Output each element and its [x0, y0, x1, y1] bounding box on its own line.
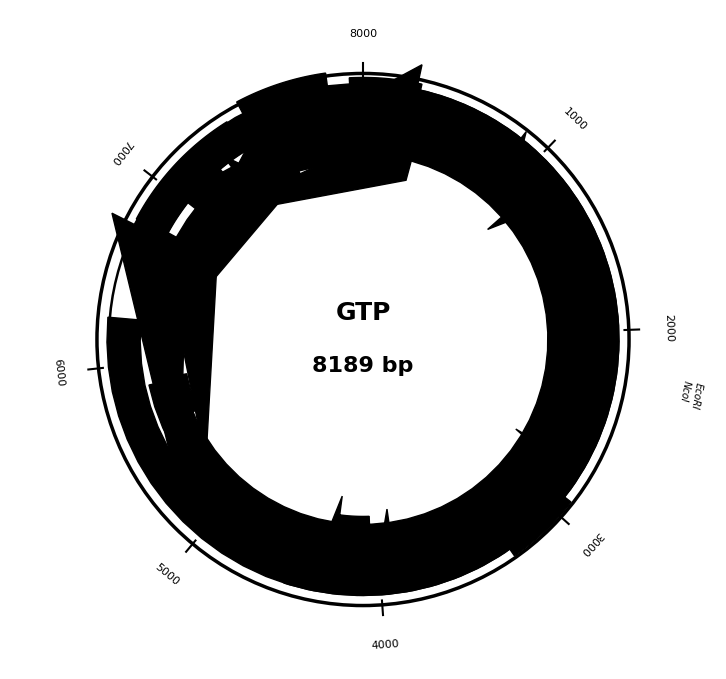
Polygon shape: [433, 106, 467, 134]
Polygon shape: [150, 105, 592, 568]
Text: 8000: 8000: [349, 29, 377, 39]
Polygon shape: [587, 274, 616, 331]
Text: AmpR: AmpR: [234, 210, 261, 238]
Polygon shape: [330, 496, 370, 559]
Polygon shape: [107, 65, 619, 595]
Text: GTP: GTP: [335, 301, 391, 325]
Polygon shape: [349, 77, 422, 109]
Polygon shape: [123, 409, 166, 466]
Text: 8189 bp: 8189 bp: [312, 356, 414, 376]
Polygon shape: [152, 116, 574, 551]
Polygon shape: [167, 373, 197, 418]
Polygon shape: [447, 115, 526, 187]
Text: 7000: 7000: [108, 138, 134, 166]
Polygon shape: [434, 501, 473, 533]
Polygon shape: [514, 215, 565, 282]
Polygon shape: [184, 155, 265, 243]
Text: EcoRI
NcoI: EcoRI NcoI: [677, 380, 703, 410]
Text: 1000: 1000: [562, 106, 589, 132]
Polygon shape: [159, 127, 576, 552]
Text: 3000: 3000: [578, 530, 604, 557]
Polygon shape: [381, 509, 439, 579]
Polygon shape: [495, 481, 571, 556]
Polygon shape: [515, 419, 566, 458]
Polygon shape: [565, 398, 600, 451]
Text: 4000: 4000: [371, 639, 399, 650]
Text: 6000: 6000: [52, 359, 65, 387]
Polygon shape: [149, 117, 582, 558]
Polygon shape: [470, 165, 537, 230]
Polygon shape: [180, 162, 230, 212]
Polygon shape: [136, 122, 245, 235]
Polygon shape: [237, 73, 332, 140]
Text: 5000: 5000: [153, 562, 181, 587]
Polygon shape: [112, 84, 619, 595]
Text: 2000: 2000: [664, 314, 674, 343]
Polygon shape: [548, 340, 573, 383]
